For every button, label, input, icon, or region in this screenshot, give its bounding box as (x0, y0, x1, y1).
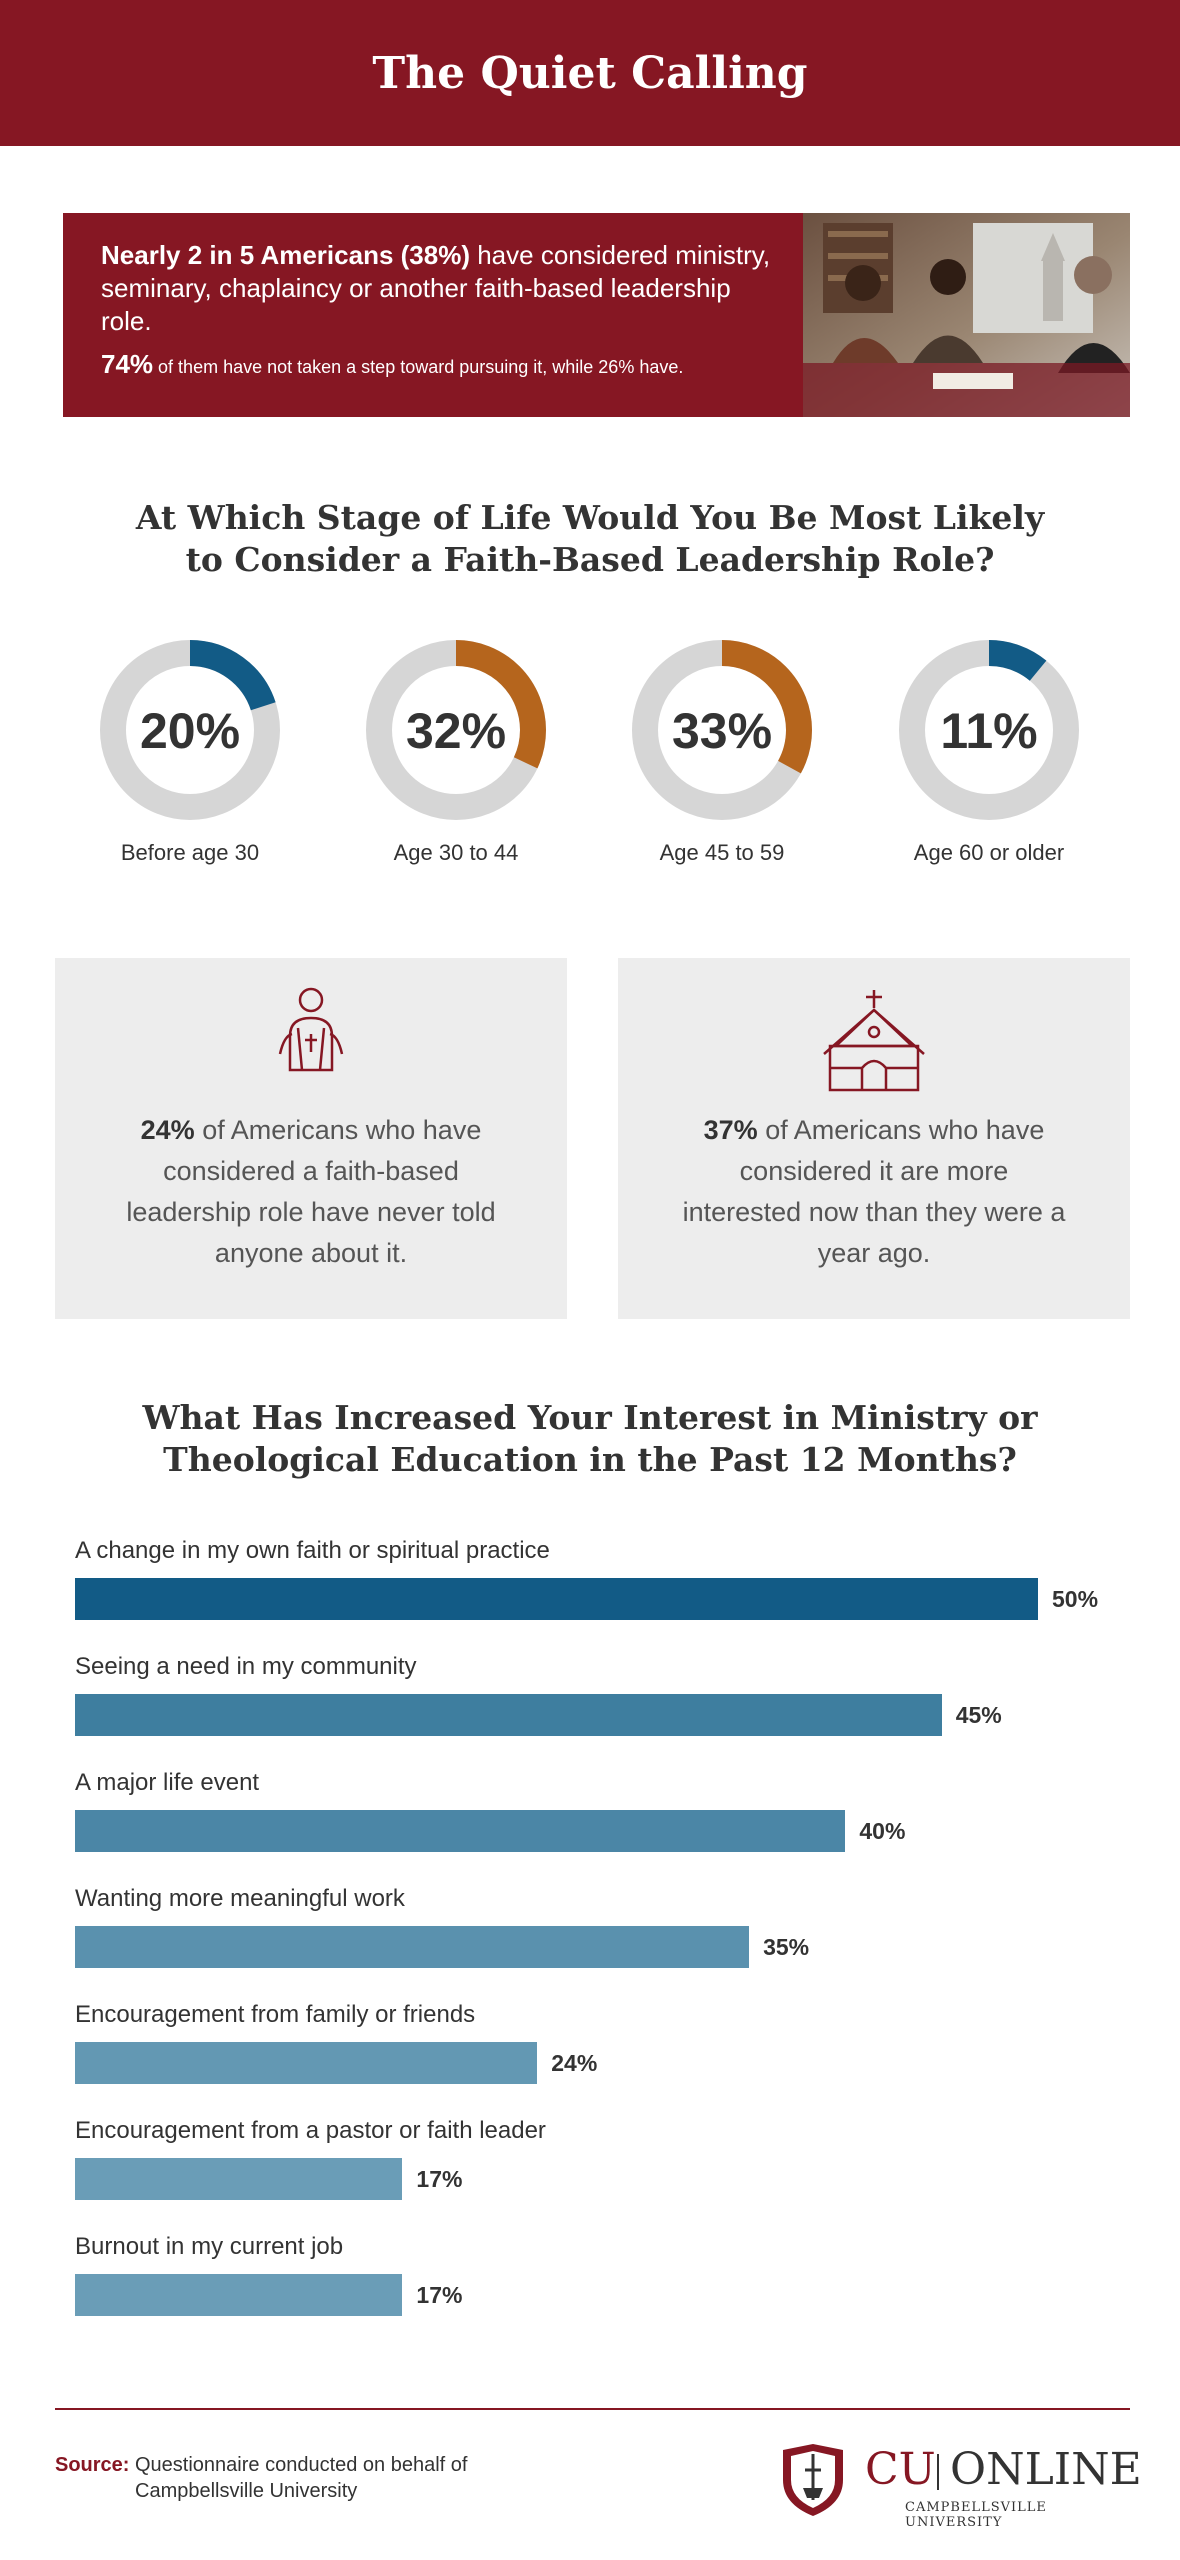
cu-online-logo: CU ONLINE CAMPBELLSVILLE UNIVERSITY (775, 2440, 1142, 2530)
logo-online: ONLINE (950, 2444, 1142, 2495)
church-icon (618, 988, 1130, 1092)
donut-slice (899, 640, 1079, 820)
banner-lead-bold: Nearly 2 in 5 Americans (38%) (101, 240, 470, 270)
bar-row: Wanting more meaningful work 35% (75, 1884, 1115, 1968)
source-label: Source: (55, 2454, 130, 2476)
donut-chart: 32% (366, 640, 546, 820)
source-note: Source: Questionnaire conducted on behalf… (55, 2452, 467, 2504)
bar-value-label: 17% (416, 2282, 463, 2308)
bar-value-label: 35% (763, 1934, 810, 1960)
bar-value-label: 40% (859, 1818, 906, 1844)
bar (75, 2274, 403, 2316)
stat-card-never-told: 24% of Americans who have considered a f… (55, 958, 567, 1319)
banner-text: Nearly 2 in 5 Americans (38%) have consi… (101, 239, 781, 379)
donut-slice (100, 640, 280, 820)
university-shield-icon (783, 2444, 843, 2516)
bar-category-label: Encouragement from a pastor or faith lea… (75, 2117, 546, 2144)
bar-row: A major life event 40% (75, 1768, 1115, 1852)
bar-track: 24% (75, 2042, 1115, 2084)
banner-sub-rest: of them have not taken a step toward pur… (153, 357, 684, 377)
interest-section-title: What Has Increased Your Interest in Mini… (0, 1397, 1180, 1481)
bar-category-label: Wanting more meaningful work (75, 1885, 405, 1912)
logo-separator (937, 2454, 939, 2490)
bar-category-label: Burnout in my current job (75, 2233, 344, 2260)
donut-chart: 33% (632, 640, 812, 820)
bar (75, 1926, 750, 1968)
bar-category-label: Encouragement from family or friends (75, 2001, 476, 2028)
bar-track: 40% (75, 1810, 1115, 1852)
banner-sub-bold: 74% (101, 349, 154, 379)
footer-divider (55, 2408, 1130, 2410)
bar-row: Encouragement from a pastor or faith lea… (75, 2116, 1115, 2200)
clergy-person-icon (55, 984, 567, 1074)
page-header: The Quiet Calling (0, 0, 1180, 146)
donut-1: 20% Before age 30 (80, 640, 300, 866)
bar-value-label: 50% (1052, 1586, 1099, 1612)
donut-value-label: 20% (140, 703, 240, 759)
stat-card-more-interested: 37% of Americans who have considered it … (618, 958, 1130, 1319)
source-line1: Questionnaire conducted on behalf of (135, 2454, 468, 2476)
bar-track: 17% (75, 2274, 1115, 2316)
card-more-interested-text: 37% of Americans who have considered it … (678, 1110, 1070, 1274)
source-text: Questionnaire conducted on behalf of Camp… (135, 2452, 467, 2504)
card-more-interested-percent: 37% (703, 1115, 758, 1145)
bar-value-label: 45% (955, 1702, 1002, 1728)
donut-category-label: Age 60 or older (913, 840, 1065, 865)
donut-category-label: Age 45 to 59 (659, 840, 785, 865)
card-never-told-percent: 24% (140, 1115, 195, 1145)
bar-row: Burnout in my current job 17% (75, 2232, 1115, 2316)
donut-value-label: 32% (406, 703, 506, 759)
donut-4: 11% Age 60 or older (879, 640, 1099, 866)
donut-slice (632, 640, 812, 820)
interest-title-line1: What Has Increased Your Interest in Mini… (142, 1398, 1038, 1437)
card-never-told-text: 24% of Americans who have considered a f… (115, 1110, 507, 1274)
donut-3: 33% Age 45 to 59 (612, 640, 832, 866)
bar-track: 45% (75, 1694, 1115, 1736)
bar (75, 1578, 1038, 1620)
bar-row: A change in my own faith or spiritual pr… (75, 1536, 1115, 1620)
donut-value-label: 11% (940, 703, 1037, 759)
donut-category-label: Age 30 to 44 (393, 840, 519, 865)
bar-category-label: A major life event (75, 1769, 260, 1796)
group-discussion-photo (803, 213, 1130, 417)
banner-sub: 74% of them have not taken a step toward… (101, 349, 781, 379)
donut-chart: 11% (899, 640, 1079, 820)
donut-category-label: Before age 30 (120, 840, 260, 865)
stage-section-title: At Which Stage of Life Would You Be Most… (0, 497, 1180, 581)
logo-cu: CU (865, 2444, 936, 2495)
source-line2: Campbellsville University (135, 2480, 358, 2502)
interest-title-line2: Theological Education in the Past 12 Mon… (163, 1440, 1017, 1479)
bar (75, 1694, 942, 1736)
logo-subtitle: CAMPBELLSVILLE UNIVERSITY (905, 2500, 1047, 2530)
bar (75, 1810, 846, 1852)
bar-track: 17% (75, 2158, 1115, 2200)
bar (75, 2158, 403, 2200)
bar-row: Encouragement from family or friends 24% (75, 2000, 1115, 2084)
card-more-interested-description: of Americans who have considered it are … (682, 1115, 1066, 1268)
donut-slice (366, 640, 546, 820)
banner-lead: Nearly 2 in 5 Americans (38%) have consi… (101, 239, 781, 338)
donut-2: 32% Age 30 to 44 (346, 640, 566, 866)
bar-value-label: 17% (416, 2166, 463, 2192)
donut-chart: 20% (100, 640, 280, 820)
banner-lead-rest: have considered ministry, seminary, chap… (101, 240, 771, 336)
bar-category-label: Seeing a need in my community (75, 1653, 417, 1680)
bar-track: 35% (75, 1926, 1115, 1968)
bar-category-label: A change in my own faith or spiritual pr… (75, 1537, 550, 1564)
bar (75, 2042, 538, 2084)
bar-row: Seeing a need in my community 45% (75, 1652, 1115, 1736)
bar-track: 50% (75, 1578, 1115, 1620)
stage-title-line2: to Consider a Faith-Based Leadership Rol… (185, 540, 995, 579)
card-never-told-description: of Americans who have considered a faith… (126, 1115, 496, 1268)
page-title: The Quiet Calling (372, 47, 808, 99)
donut-value-label: 33% (672, 703, 772, 759)
stat-banner: Nearly 2 in 5 Americans (38%) have consi… (63, 213, 1130, 417)
stage-title-line1: At Which Stage of Life Would You Be Most… (135, 498, 1045, 537)
bar-value-label: 24% (551, 2050, 598, 2076)
